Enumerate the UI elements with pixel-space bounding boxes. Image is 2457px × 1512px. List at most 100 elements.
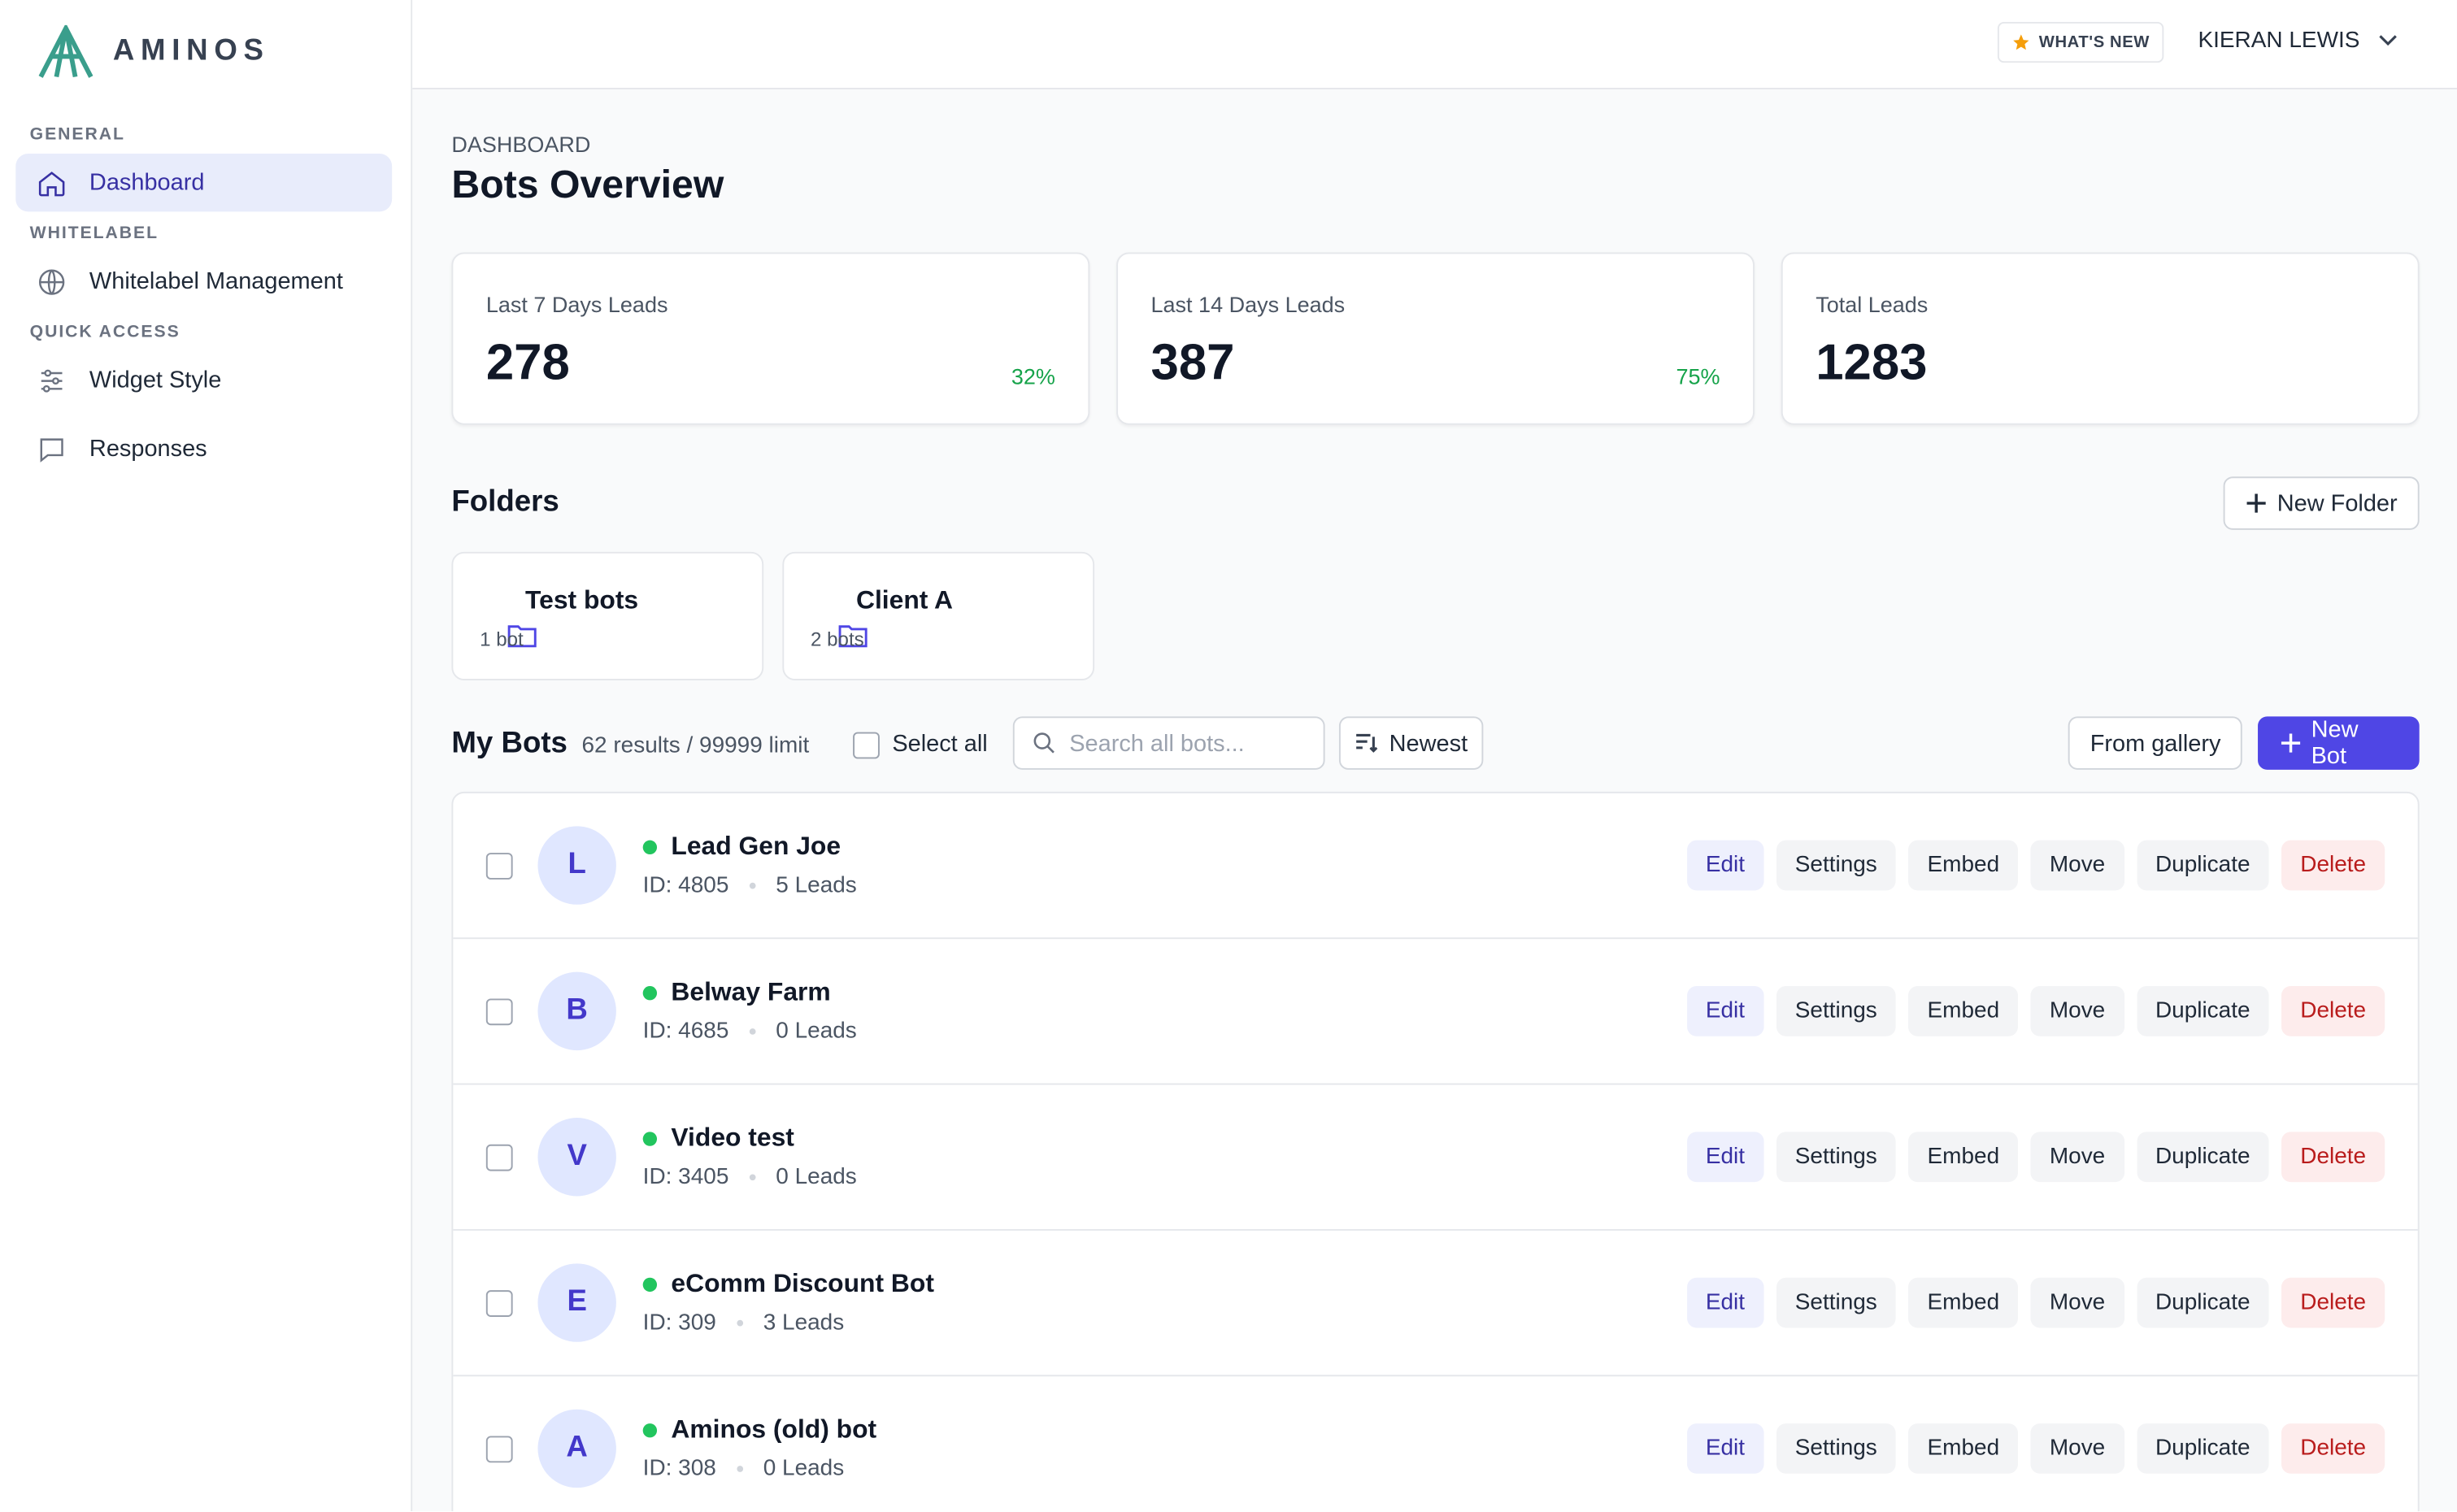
select-all-checkbox[interactable] — [853, 732, 880, 759]
action-button[interactable]: Delete — [2281, 1423, 2385, 1474]
bot-name[interactable]: Lead Gen Joe — [671, 832, 841, 861]
status-dot — [642, 986, 658, 1001]
folder-card[interactable]: Test bots 1 bot — [451, 551, 764, 680]
stat-label: Last 7 Days Leads — [485, 291, 668, 317]
icon — [36, 266, 67, 298]
new-folder-button[interactable]: New Folder — [2224, 476, 2420, 530]
bot-row: L Lead Gen Joe ID: 4805 5 Leads Edit Settings… — [453, 793, 2418, 940]
bot-leads: 0 Leads — [776, 1019, 857, 1045]
action-button[interactable]: Delete — [2281, 1277, 2385, 1328]
bot-avatar: L — [537, 826, 616, 905]
action-button[interactable]: Embed — [1908, 1423, 2019, 1474]
action-button[interactable]: Settings — [1776, 986, 1896, 1036]
logo: AMINOS — [37, 24, 270, 79]
icon — [2280, 732, 2302, 754]
nav-label: Responses — [89, 436, 207, 463]
bot-meta: ID: 3405 0 Leads — [643, 1165, 857, 1190]
nav-item[interactable]: Responses — [15, 420, 392, 478]
action-button[interactable]: Edit — [1686, 986, 1764, 1036]
bot-meta: ID: 308 0 Leads — [643, 1457, 845, 1482]
bot-name[interactable]: Aminos (old) bot — [671, 1415, 877, 1445]
whats-new-button[interactable]: WHAT'S NEW — [1998, 21, 2164, 63]
action-button[interactable]: Delete — [2281, 1132, 2385, 1183]
nav: GENERAL Dashboard WHITELABEL Whitelabel Man… — [0, 125, 411, 478]
action-button[interactable]: Settings — [1776, 1277, 1896, 1328]
stat-card: Total Leads 1283 — [1781, 252, 2420, 425]
stat-value: 278 — [485, 333, 570, 391]
bot-id: ID: 4685 — [642, 1019, 729, 1045]
bot-leads: 5 Leads — [776, 873, 857, 899]
separator — [749, 882, 756, 889]
bot-actions: Edit Settings Embed Move Duplicate Delete — [1686, 986, 2385, 1036]
action-button[interactable]: Settings — [1776, 840, 1896, 891]
action-button[interactable]: Move — [2030, 1132, 2124, 1183]
row-checkbox[interactable] — [485, 1436, 513, 1463]
action-button[interactable]: Duplicate — [2136, 1423, 2269, 1474]
action-button[interactable]: Delete — [2281, 986, 2385, 1036]
bot-actions: Edit Settings Embed Move Duplicate Delete — [1686, 840, 2385, 891]
bot-id: ID: 4805 — [642, 873, 729, 899]
section-title: WHITELABEL — [29, 224, 159, 243]
results-count: 62 results / 99999 limit — [581, 733, 810, 759]
action-button[interactable]: Delete — [2281, 840, 2385, 891]
user-name: KIERAN LEWIS — [2198, 28, 2360, 54]
nav-item[interactable]: Widget Style — [15, 351, 392, 409]
bot-id: ID: 308 — [642, 1456, 716, 1482]
row-checkbox[interactable] — [485, 1290, 513, 1317]
action-button[interactable]: Move — [2030, 1423, 2124, 1474]
nav-item[interactable]: Whitelabel Management — [15, 252, 392, 310]
separator — [749, 1174, 756, 1181]
action-button[interactable]: Edit — [1686, 1423, 1764, 1474]
sort-button[interactable]: Newest — [1338, 716, 1484, 770]
bot-name[interactable]: Video test — [671, 1123, 794, 1153]
folder-card[interactable]: Client A 2 bots — [782, 551, 1095, 680]
action-button[interactable]: Embed — [1908, 986, 2019, 1036]
action-button[interactable]: Embed — [1908, 1132, 2019, 1183]
logo-text: AMINOS — [112, 34, 270, 67]
action-button[interactable]: Edit — [1686, 1132, 1764, 1183]
action-button[interactable]: Edit — [1686, 840, 1764, 891]
button-label: New Folder — [2277, 489, 2398, 517]
action-button[interactable]: Move — [2030, 1277, 2124, 1328]
action-button[interactable]: Settings — [1776, 1132, 1896, 1183]
action-button[interactable]: Move — [2030, 840, 2124, 891]
action-button[interactable]: Embed — [1908, 840, 2019, 891]
bot-actions: Edit Settings Embed Move Duplicate Delete — [1686, 1132, 2385, 1183]
select-all-label: Select all — [892, 730, 988, 758]
bot-row: A Aminos (old) bot ID: 308 0 Leads Edit Setti… — [453, 1376, 2417, 1511]
status-dot — [642, 840, 658, 855]
action-button[interactable]: Edit — [1686, 1277, 1764, 1328]
bot-name[interactable]: eComm Discount Bot — [671, 1270, 934, 1298]
bot-name[interactable]: Belway Farm — [671, 978, 831, 1007]
icon — [2246, 493, 2268, 515]
bot-leads: 0 Leads — [763, 1456, 845, 1482]
status-dot — [642, 1277, 658, 1293]
bot-meta: ID: 309 3 Leads — [643, 1310, 845, 1336]
separator — [749, 1028, 756, 1035]
search-placeholder: Search all bots... — [1069, 729, 1245, 757]
user-menu[interactable]: KIERAN LEWIS — [2198, 28, 2397, 54]
action-button[interactable]: Move — [2030, 986, 2124, 1036]
status-dot — [642, 1423, 658, 1438]
new-bot-button[interactable]: New Bot — [2258, 716, 2420, 770]
row-checkbox[interactable] — [485, 1144, 513, 1171]
icon — [1032, 731, 1057, 756]
action-button[interactable]: Settings — [1776, 1423, 1896, 1474]
bot-list: L Lead Gen Joe ID: 4805 5 Leads Edit Settings… — [451, 791, 2420, 1512]
action-button[interactable]: Duplicate — [2136, 1132, 2269, 1183]
search-input[interactable]: Search all bots... — [1012, 716, 1325, 770]
action-button[interactable]: Embed — [1908, 1277, 2019, 1328]
from-gallery-button[interactable]: From gallery — [2068, 716, 2243, 770]
folder-count: 2 bots — [811, 628, 864, 651]
nav-item[interactable]: Dashboard — [15, 153, 393, 212]
bot-avatar: B — [537, 971, 616, 1051]
nav-label: Whitelabel Management — [89, 267, 343, 295]
action-button[interactable]: Duplicate — [2136, 1277, 2269, 1328]
action-button[interactable]: Duplicate — [2136, 840, 2269, 891]
logo-mark — [38, 24, 93, 78]
row-checkbox[interactable] — [485, 998, 513, 1026]
row-checkbox[interactable] — [485, 853, 513, 880]
action-button[interactable]: Duplicate — [2136, 986, 2269, 1036]
